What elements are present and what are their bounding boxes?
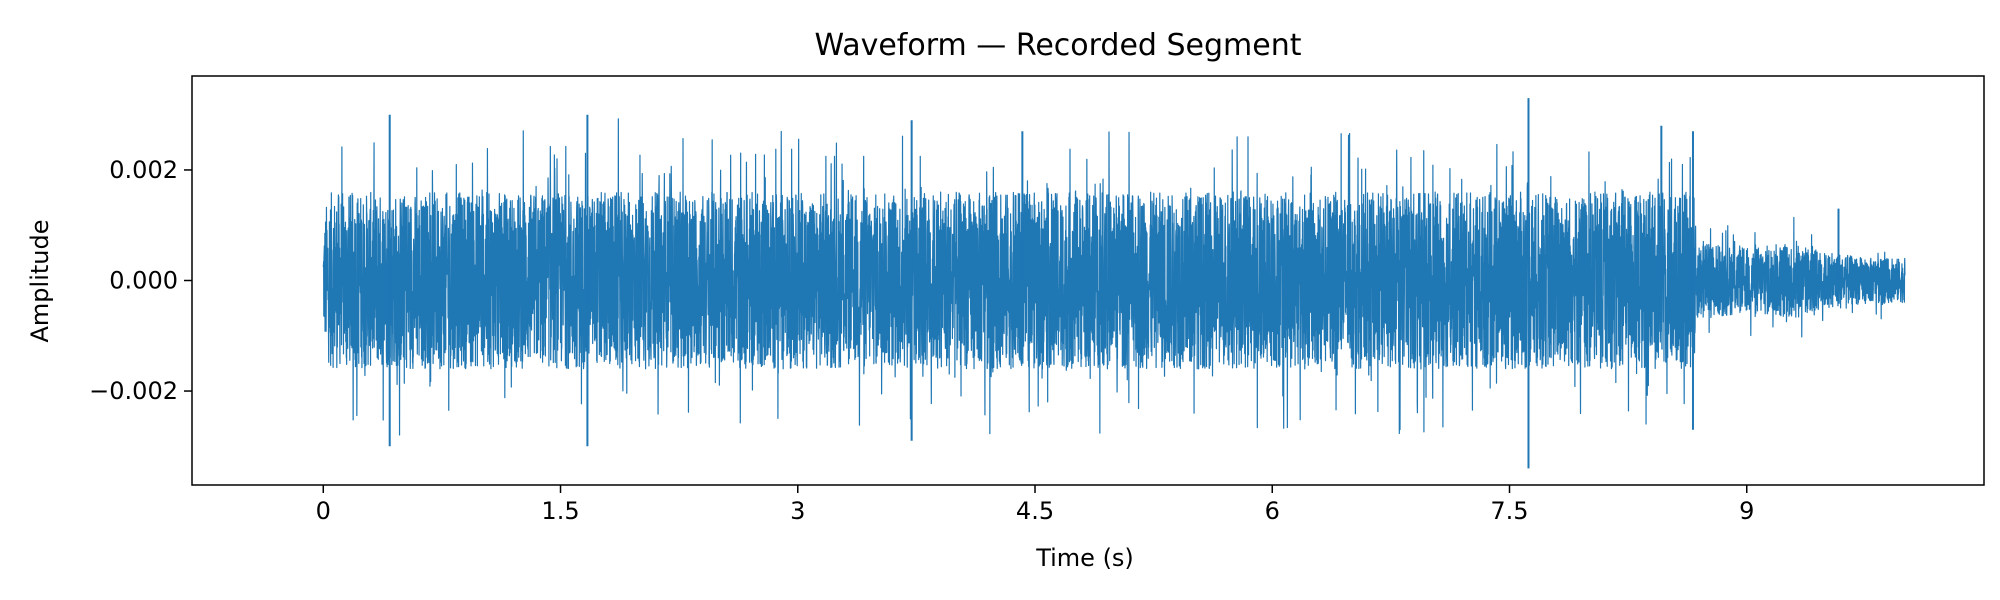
x-tick-label: 9 (1739, 497, 1754, 525)
y-axis-label: Amplitude (26, 220, 54, 343)
x-tick-label: 1.5 (541, 497, 579, 525)
x-tick-label: 6 (1265, 497, 1280, 525)
y-tick-label: 0.000 (109, 267, 178, 295)
x-tick-label: 3 (790, 497, 805, 525)
y-tick-label: 0.002 (109, 156, 178, 184)
plot-area (322, 98, 1906, 469)
x-axis: 0 1.5 3 4.5 6 7.5 9 (316, 485, 1754, 525)
x-tick-label: 4.5 (1016, 497, 1054, 525)
y-axis: −0.002 0.000 0.002 (89, 156, 192, 405)
y-tick-label: −0.002 (89, 377, 178, 405)
x-tick-label: 0 (316, 497, 331, 525)
chart-title: Waveform — Recorded Segment (814, 28, 1301, 63)
x-tick-label: 7.5 (1490, 497, 1528, 525)
x-axis-label: Time (s) (1035, 544, 1134, 572)
